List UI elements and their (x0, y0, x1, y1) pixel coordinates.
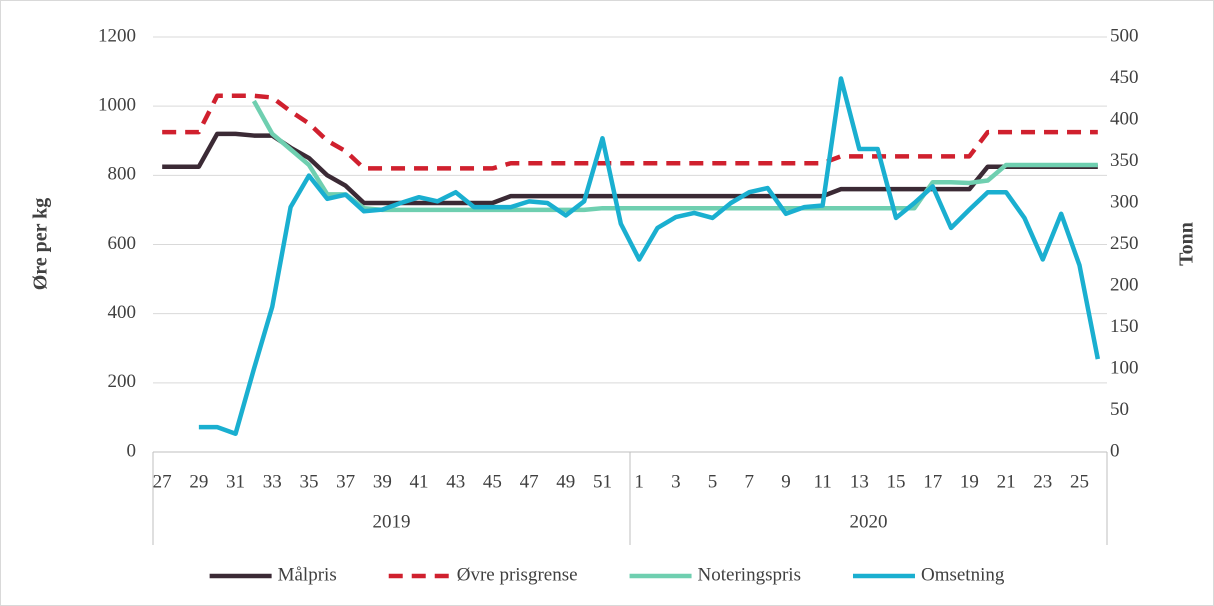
x-tick-label: 21 (997, 471, 1016, 492)
x-tick-label: 9 (781, 471, 791, 492)
y-tick-label: 600 (108, 233, 137, 254)
x-tick-label: 35 (299, 471, 318, 492)
y2-tick-label: 100 (1110, 357, 1139, 378)
x-tick-label: 37 (336, 471, 355, 492)
x-tick-label: 23 (1033, 471, 1052, 492)
x-tick-label: 49 (556, 471, 575, 492)
y2-tick-label: 150 (1110, 316, 1139, 337)
x-tick-label: 51 (593, 471, 612, 492)
y-axis-title: Øre per kg (30, 198, 52, 291)
y2-tick-label: 350 (1110, 150, 1139, 171)
y-tick-label: 0 (127, 440, 137, 461)
x-tick-label: 29 (189, 471, 208, 492)
group-label: 2020 (850, 511, 888, 532)
x-tick-label: 41 (410, 471, 429, 492)
x-tick-label: 31 (226, 471, 245, 492)
y-tick-label: 800 (108, 164, 137, 185)
x-tick-label: 15 (887, 471, 906, 492)
x-tick-label: 5 (708, 471, 718, 492)
y2-tick-label: 500 (1110, 25, 1139, 46)
series-line (162, 131, 1098, 206)
y2-tick-label: 50 (1110, 399, 1129, 420)
x-tick-label: 43 (446, 471, 465, 492)
y2-axis-title: Tonn (1176, 222, 1198, 266)
x-tick-label: 7 (745, 471, 755, 492)
x-tick-label: 13 (850, 471, 869, 492)
y-tick-label: 1200 (98, 25, 136, 46)
y2-tick-label: 200 (1110, 274, 1139, 295)
group-label: 2019 (373, 511, 411, 532)
x-tick-label: 3 (671, 471, 681, 492)
series-line (162, 93, 1098, 171)
y-tick-label: 1000 (98, 95, 136, 116)
x-tick-label: 17 (923, 471, 942, 492)
legend-label: Øvre prisgrense (457, 564, 578, 585)
y2-tick-label: 300 (1110, 191, 1139, 212)
legend-label: Omsetning (921, 564, 1005, 585)
x-tick-label: 11 (813, 471, 831, 492)
x-tick-label: 27 (153, 471, 172, 492)
x-tick-label: 33 (263, 471, 282, 492)
y-tick-label: 400 (108, 302, 137, 323)
x-tick-label: 25 (1070, 471, 1089, 492)
series-line (251, 99, 1098, 213)
y2-tick-label: 250 (1110, 233, 1139, 254)
series-line (198, 76, 1101, 436)
y2-tick-label: 0 (1110, 440, 1120, 461)
y2-tick-label: 450 (1110, 67, 1139, 88)
y-tick-label: 200 (108, 371, 137, 392)
x-tick-label: 47 (520, 471, 539, 492)
x-tick-label: 39 (373, 471, 392, 492)
x-tick-label: 1 (634, 471, 644, 492)
y2-tick-label: 400 (1110, 108, 1139, 129)
legend-label: Målpris (278, 564, 337, 585)
legend-label: Noteringspris (698, 564, 801, 585)
x-tick-label: 45 (483, 471, 502, 492)
x-tick-label: 19 (960, 471, 979, 492)
